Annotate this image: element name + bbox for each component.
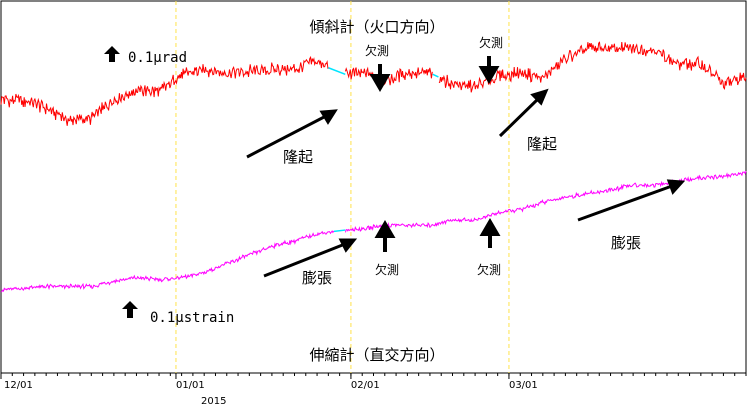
missing-arrow-down-icon [369,64,391,92]
missing-arrow-down-icon [478,56,500,84]
x-tick-label-3: 02/01 [351,380,380,391]
missing-arrow-up-icon [479,218,501,248]
gap-segment-1-0 [333,229,346,233]
missing-label-tilt-2: 欠測 [479,35,503,50]
missing-label-tilt-1: 欠測 [365,43,389,58]
uplift-arrow-1-icon [246,114,327,159]
gap-segment-0-1 [432,73,439,78]
strain-scale-label: 0.1μstrain [150,310,234,326]
gap-segment-0-0 [328,67,346,76]
uplift-label-2: 隆起 [527,135,557,153]
expansion-label-1: 膨張 [302,269,332,287]
tilt-title: 傾斜計（火口方向） [309,18,444,36]
x-tick-label-2: 01/01 [176,380,205,391]
missing-label-strain-2: 欠測 [477,262,501,277]
expansion-arrowhead-1-icon [338,238,358,253]
tilt-series-line [0,41,747,126]
expansion-label-2: 膨張 [611,234,641,252]
tilt-scale-label: 0.1μrad [128,50,187,66]
uplift-arrowhead-1-icon [319,109,338,125]
month-guide-lines [175,1,510,373]
year-label: 2015 [201,396,226,407]
strain-scale-indicator: 0.1μstrain [122,301,234,326]
uplift-label-1: 隆起 [283,148,313,166]
expansion-arrow-2-icon [577,184,673,222]
missing-label-strain-1: 欠測 [375,262,399,277]
x-tick-label-4: 03/01 [509,380,538,391]
tilt-scale-indicator: 0.1μrad [104,46,187,66]
expansion-arrow-1-icon [263,242,346,278]
tilt-scale-arrow-icon [104,46,120,62]
uplift-arrow-2-icon [498,96,541,138]
x-tick-label-1: 12/01 [4,380,33,391]
expansion-arrowhead-2-icon [666,179,686,195]
strain-title: 伸縮計（直交方向） [309,346,444,364]
missing-arrow-up-icon [374,220,396,252]
uplift-arrowhead-2-icon [530,88,549,106]
x-axis: 12/01 01/01 02/01 03/01 [0,373,747,391]
strain-scale-arrow-icon [122,301,138,318]
